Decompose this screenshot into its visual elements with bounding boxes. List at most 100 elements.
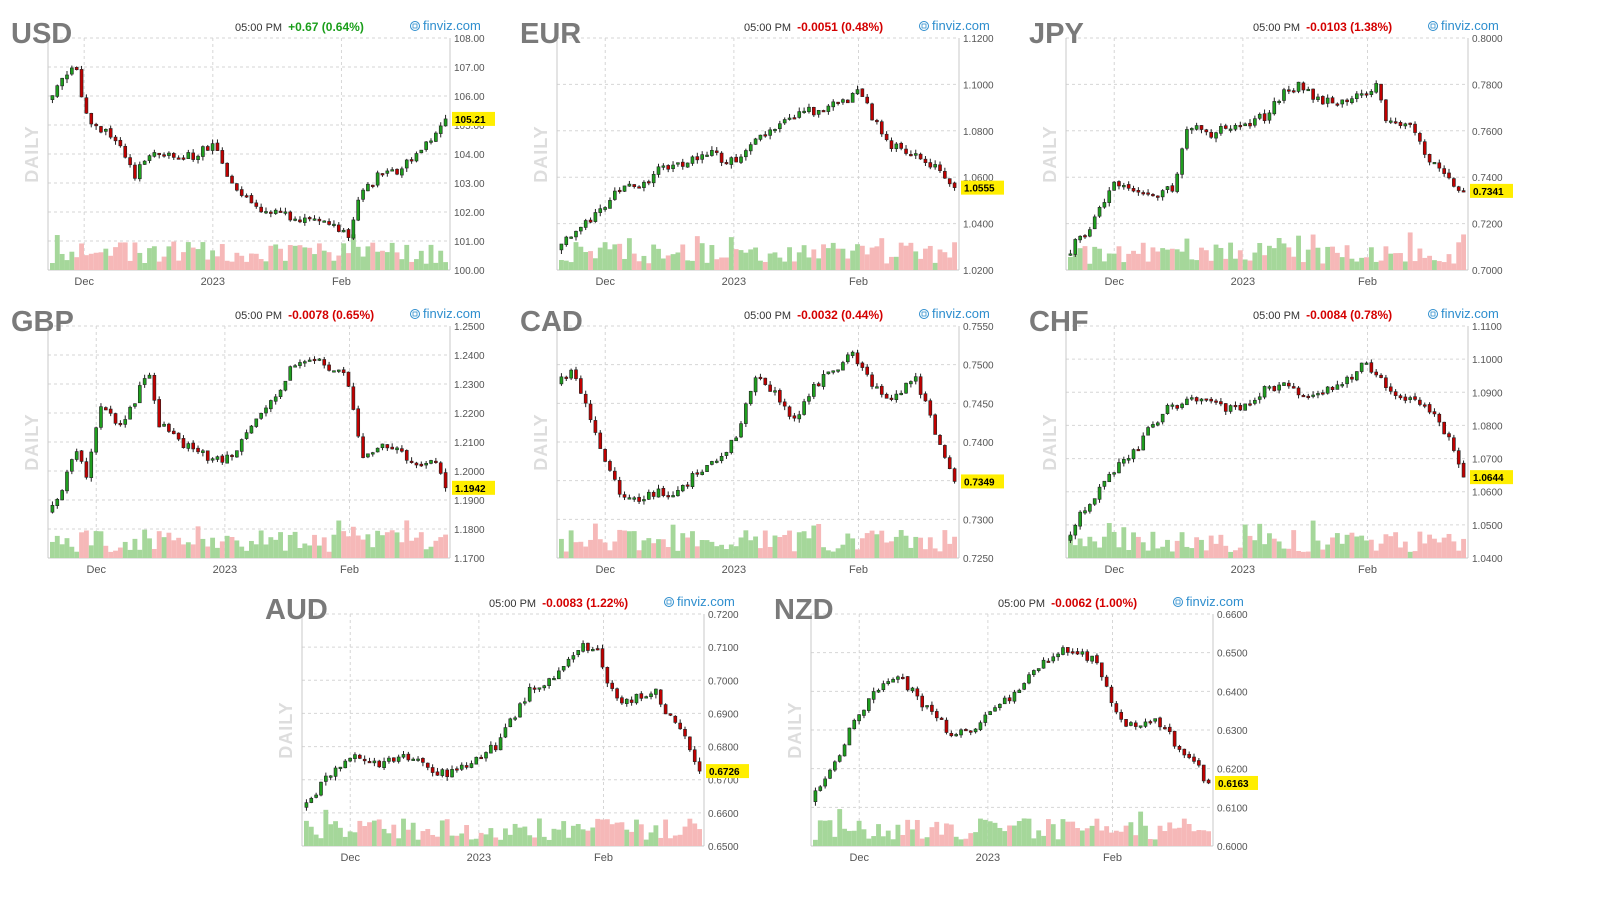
volume-bar [733,249,739,270]
candles [813,645,1211,806]
candle-body [1158,717,1162,728]
volume-bar [229,261,235,270]
volume-bar [352,832,358,846]
volume-bar [1315,540,1321,558]
volume-bar [93,531,99,558]
volume-bar [1106,253,1112,270]
volume-bar [573,242,579,270]
candle-body [1282,382,1286,386]
candle-body [542,685,547,689]
volume-bar [651,244,657,270]
candle-body [419,149,424,154]
source-label[interactable]: finviz.com [1441,18,1499,33]
volume-bar [156,531,162,558]
volume-bar [856,820,862,846]
volume-bar [224,260,230,270]
candle-body [1272,386,1277,392]
candle-body [375,172,380,186]
volume-bar [900,834,906,846]
candle-body [74,67,79,70]
volume-bar [895,824,901,846]
candle-body [998,703,1002,708]
candle-body [1306,395,1311,398]
volume-bar [559,538,564,558]
volume-bar [1116,246,1122,270]
volume-bar [908,242,914,270]
volume-bar [626,531,632,558]
volume-bar [370,242,376,270]
volume-bar [1199,247,1204,270]
volume-bar [287,534,293,558]
volume-bar [1206,831,1211,846]
source-label[interactable]: finviz.com [1186,594,1244,609]
period-label: DAILY [22,413,42,470]
volume-bar [415,839,421,846]
candle-body [1413,123,1417,133]
volume-bar [658,837,664,846]
candle-body [537,687,542,690]
volume-bar [1242,524,1248,558]
candle-body [1219,401,1223,405]
volume-bar [1055,839,1061,846]
source-label[interactable]: finviz.com [423,18,481,33]
source-label[interactable]: finviz.com [932,306,990,321]
volume-bar [1111,253,1117,270]
candle-body [1257,113,1262,119]
candlestick-chart: 1.11001.10001.09001.08001.07001.06001.05… [1029,306,1513,576]
source-label[interactable]: finviz.com [932,18,990,33]
source-label[interactable]: finviz.com [677,594,735,609]
volume-bar [1407,232,1413,270]
candle-body [627,497,632,500]
volume-bar [113,550,118,558]
candle-body [1398,122,1403,126]
volume-bar [1349,258,1355,270]
y-tick-label: 1.2000 [454,467,485,478]
candle-body [1321,96,1325,105]
volume-bar [488,828,494,846]
volume-bar [1242,259,1248,270]
candle-body [1107,473,1112,483]
volume-bar [239,546,245,558]
candle-body [307,217,312,220]
candle-body [1267,386,1272,389]
volume-bar [1143,825,1148,846]
candle-body [303,217,307,223]
y-tick-label: 1.1000 [1472,355,1503,366]
volume-bar [493,837,499,846]
source-label[interactable]: finviz.com [423,306,481,321]
volume-bar [978,818,983,846]
candle-body [1122,185,1126,188]
finviz-logo-icon-inner [1430,311,1436,317]
volume-bar [588,539,593,558]
volume-bar [597,247,603,270]
volume-bar [777,536,783,558]
candle-body [1192,756,1196,762]
candle-body [559,376,564,385]
volume-bar [1092,541,1098,558]
y-tick-label: 1.1700 [454,554,485,565]
finviz-logo-icon-inner [412,23,418,29]
candle-body [309,797,314,803]
volume-bar [1223,545,1229,558]
candle-body [464,765,469,768]
volume-bar [1145,550,1151,558]
volume-bar [787,530,792,558]
volume-bar [181,544,186,558]
volume-bar [1031,838,1037,846]
source-label[interactable]: finviz.com [1441,306,1499,321]
candle-body [1354,93,1359,99]
volume-bar [825,248,831,270]
candle-body [978,722,983,730]
candle-body [181,157,186,160]
volume-bar [1262,544,1267,558]
volume-bar [801,531,807,558]
volume-bar [568,530,574,558]
candle-body [753,138,758,145]
candle-body [1461,190,1466,193]
candle-body [1146,427,1150,436]
volume-bar [566,837,571,846]
volume-bar [932,548,938,558]
candle-body [307,359,312,362]
candle-body [700,471,704,475]
volume-bar [918,258,924,270]
